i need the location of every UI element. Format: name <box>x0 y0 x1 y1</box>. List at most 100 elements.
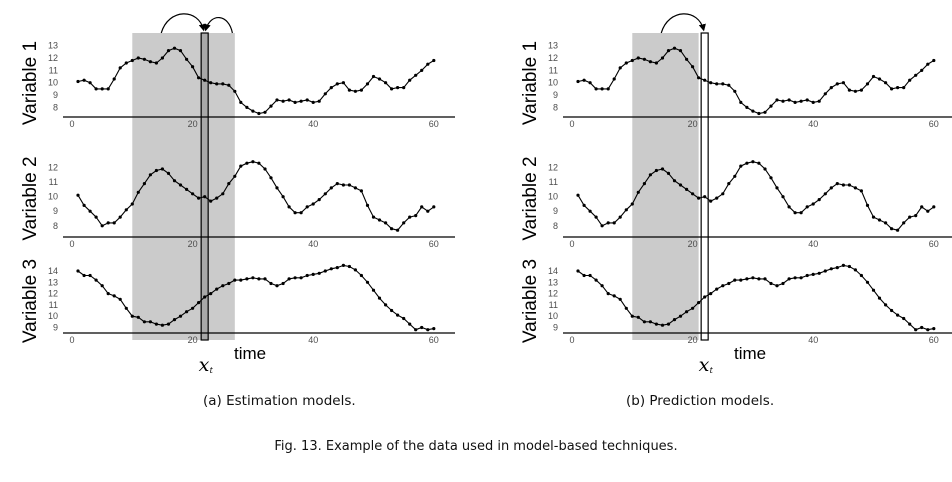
data-point <box>884 81 888 85</box>
arrow-predict <box>660 13 706 34</box>
data-point <box>408 215 412 219</box>
data-point <box>323 269 327 273</box>
series-name: Variable 1 <box>20 41 41 125</box>
data-point <box>721 82 725 86</box>
data-point <box>82 78 86 82</box>
data-point <box>691 306 695 310</box>
data-point <box>293 211 297 215</box>
data-point <box>299 276 303 280</box>
data-point <box>365 82 370 86</box>
data-point <box>94 87 98 91</box>
data-point <box>703 195 707 199</box>
data-point <box>896 228 900 232</box>
data-point <box>227 83 231 87</box>
data-point <box>245 105 249 109</box>
data-point <box>920 205 924 209</box>
data-point <box>112 294 116 298</box>
data-point <box>914 214 918 218</box>
data-point <box>88 81 92 85</box>
data-point <box>335 182 339 186</box>
data-point <box>811 100 815 104</box>
y-tick-label: 10 <box>48 78 58 88</box>
data-point <box>263 110 267 114</box>
data-point <box>884 303 888 307</box>
data-point <box>432 205 436 209</box>
data-point <box>576 269 580 273</box>
data-point <box>287 277 291 281</box>
figure-caption: Fig. 13. Example of the data used in mod… <box>274 439 677 454</box>
data-point <box>341 183 345 187</box>
data-point <box>420 325 424 330</box>
data-point <box>124 306 128 310</box>
data-point <box>685 57 689 61</box>
data-point <box>100 284 104 288</box>
data-point <box>275 284 279 288</box>
x-tick-label: 20 <box>188 119 198 129</box>
data-point <box>890 227 894 231</box>
data-point <box>136 190 140 194</box>
data-point <box>263 167 267 171</box>
data-point <box>329 86 333 90</box>
data-point <box>751 160 755 164</box>
target-column <box>200 32 209 341</box>
data-point <box>118 66 122 70</box>
y-tick-label: 12 <box>548 163 558 173</box>
y-tick-label: 10 <box>48 192 58 202</box>
x-tick-label: 40 <box>808 119 818 129</box>
data-point <box>245 277 249 281</box>
data-point <box>727 281 731 286</box>
data-point <box>227 182 231 186</box>
data-point <box>160 323 164 327</box>
data-point <box>612 294 616 298</box>
data-point <box>251 109 255 113</box>
data-point <box>233 174 237 178</box>
data-point <box>835 266 839 270</box>
data-point <box>215 287 219 291</box>
data-point <box>630 202 634 206</box>
data-point <box>203 78 207 82</box>
data-point <box>642 57 647 61</box>
data-point <box>227 281 231 286</box>
data-point <box>847 88 852 92</box>
data-point <box>588 81 592 85</box>
data-point <box>672 179 677 183</box>
data-point <box>823 92 827 96</box>
data-point <box>414 328 418 332</box>
data-point <box>865 203 870 207</box>
data-point <box>612 77 616 81</box>
data-point <box>763 110 767 114</box>
data-point <box>811 202 815 206</box>
data-point <box>769 104 773 108</box>
data-point <box>221 82 225 86</box>
x-tick-label: 0 <box>69 239 74 249</box>
data-point <box>799 211 803 215</box>
data-point <box>402 86 406 90</box>
series-row: Variable 2 8 9 10 11 12 0 20 40 60 <box>520 156 952 249</box>
data-point <box>902 316 906 321</box>
x-tick-label: 20 <box>688 335 698 345</box>
x-tick-label: 0 <box>569 335 574 345</box>
series-line <box>577 47 935 115</box>
data-point <box>666 49 671 53</box>
data-point <box>757 161 761 165</box>
data-point <box>365 203 370 207</box>
data-point <box>112 77 116 81</box>
data-point <box>371 215 376 219</box>
data-point <box>414 73 418 77</box>
data-point <box>721 192 725 196</box>
y-tick-label: 12 <box>48 53 58 63</box>
data-point <box>136 56 140 60</box>
data-point <box>245 161 249 165</box>
data-point <box>805 98 809 102</box>
y-tick-label: 8 <box>553 102 558 112</box>
data-point <box>920 68 924 72</box>
y-tick-label: 9 <box>553 322 558 332</box>
data-point <box>781 281 785 286</box>
data-point <box>203 195 207 199</box>
series-row: Variable 1 8 9 10 11 12 13 0 20 40 60 <box>520 41 952 129</box>
data-point <box>630 314 634 318</box>
data-point <box>678 49 683 53</box>
data-point <box>618 215 622 219</box>
